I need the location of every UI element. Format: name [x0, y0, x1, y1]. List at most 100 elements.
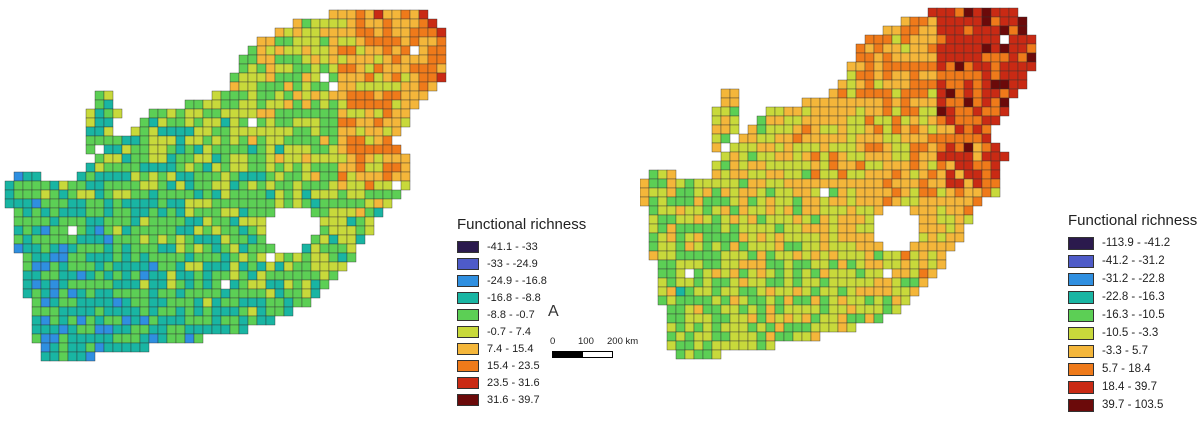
grid-cell [927, 241, 938, 252]
grid-cell [427, 54, 438, 65]
grid-cell [801, 115, 812, 126]
grid-cell [436, 45, 447, 56]
grid-cell [247, 72, 258, 83]
grid-cell [67, 324, 78, 335]
grid-cell [238, 90, 249, 101]
grid-cell [58, 351, 69, 362]
grid-cell [400, 153, 411, 164]
grid-cell [382, 54, 393, 65]
grid-cell [1008, 52, 1019, 63]
grid-cell [418, 18, 429, 29]
grid-cell [1008, 34, 1019, 45]
grid-cell [346, 180, 357, 191]
grid-cell [828, 214, 839, 225]
grid-cell [256, 72, 267, 83]
grid-cell [909, 43, 920, 54]
grid-cell [945, 214, 956, 225]
grid-cell [738, 313, 749, 324]
grid-cell [346, 117, 357, 128]
grid-cell [729, 277, 740, 288]
grid-cell [765, 313, 776, 324]
grid-cell [409, 99, 420, 110]
grid-cell [319, 180, 330, 191]
grid-cell [963, 88, 974, 99]
grid-cell [31, 297, 42, 308]
grid-cell [909, 79, 920, 90]
grid-cell [238, 189, 249, 200]
grid-cell [256, 162, 267, 173]
grid-cell [963, 79, 974, 90]
grid-cell [765, 169, 776, 180]
grid-cell [121, 333, 132, 344]
grid-cell [864, 133, 875, 144]
grid-cell [265, 99, 276, 110]
grid-cell [900, 88, 911, 99]
grid-cell [373, 189, 384, 200]
grid-cell [103, 234, 114, 245]
grid-cell [640, 196, 650, 207]
grid-cell [783, 160, 794, 171]
grid-cell [783, 268, 794, 279]
grid-cell [918, 196, 929, 207]
grid-cell [166, 306, 177, 317]
grid-cell [328, 99, 339, 110]
grid-cell [121, 297, 132, 308]
grid-cell [711, 295, 722, 306]
grid-cell [121, 144, 132, 155]
grid-cell [319, 225, 330, 236]
grid-cell [900, 160, 911, 171]
grid-cell [67, 288, 78, 299]
left-legend-swatch [457, 308, 479, 321]
grid-cell [756, 160, 767, 171]
grid-cell [837, 250, 848, 261]
grid-cell [391, 90, 402, 101]
grid-cell [391, 45, 402, 56]
grid-cell [112, 180, 123, 191]
grid-cell [846, 295, 857, 306]
grid-cell [373, 180, 384, 191]
grid-cell [436, 54, 447, 65]
grid-cell [1026, 43, 1037, 54]
grid-cell [427, 81, 438, 92]
grid-cell [184, 333, 195, 344]
grid-cell [256, 279, 267, 290]
grid-cell [729, 106, 740, 117]
grid-cell [58, 306, 69, 317]
grid-cell [657, 250, 668, 261]
grid-cell [193, 135, 204, 146]
grid-cell [85, 225, 96, 236]
grid-cell [846, 169, 857, 180]
grid-cell [67, 306, 78, 317]
grid-cell [1017, 79, 1028, 90]
grid-cell [720, 115, 731, 126]
grid-cell [666, 268, 677, 279]
grid-cell [301, 288, 312, 299]
grid-cell [864, 61, 875, 72]
grid-cell [981, 88, 992, 99]
grid-cell [184, 180, 195, 191]
grid-cell [229, 135, 240, 146]
grid-cell [810, 124, 821, 135]
grid-cell [837, 286, 848, 297]
grid-cell [76, 189, 87, 200]
grid-cell [310, 63, 321, 74]
grid-cell [157, 198, 168, 209]
grid-cell [319, 126, 330, 137]
right-legend-swatch [1068, 272, 1094, 286]
grid-cell [58, 342, 69, 353]
grid-cell [364, 81, 375, 92]
grid-cell [13, 234, 24, 245]
grid-cell [675, 295, 686, 306]
grid-cell [67, 207, 78, 218]
grid-cell [112, 279, 123, 290]
grid-cell [202, 261, 213, 272]
grid-cell [247, 126, 258, 137]
grid-cell [301, 144, 312, 155]
grid-cell [175, 207, 186, 218]
grid-cell [40, 261, 51, 272]
grid-cell [819, 241, 830, 252]
grid-cell [409, 63, 420, 74]
grid-cell [283, 81, 294, 92]
grid-cell [891, 25, 902, 36]
grid-cell [22, 180, 33, 191]
